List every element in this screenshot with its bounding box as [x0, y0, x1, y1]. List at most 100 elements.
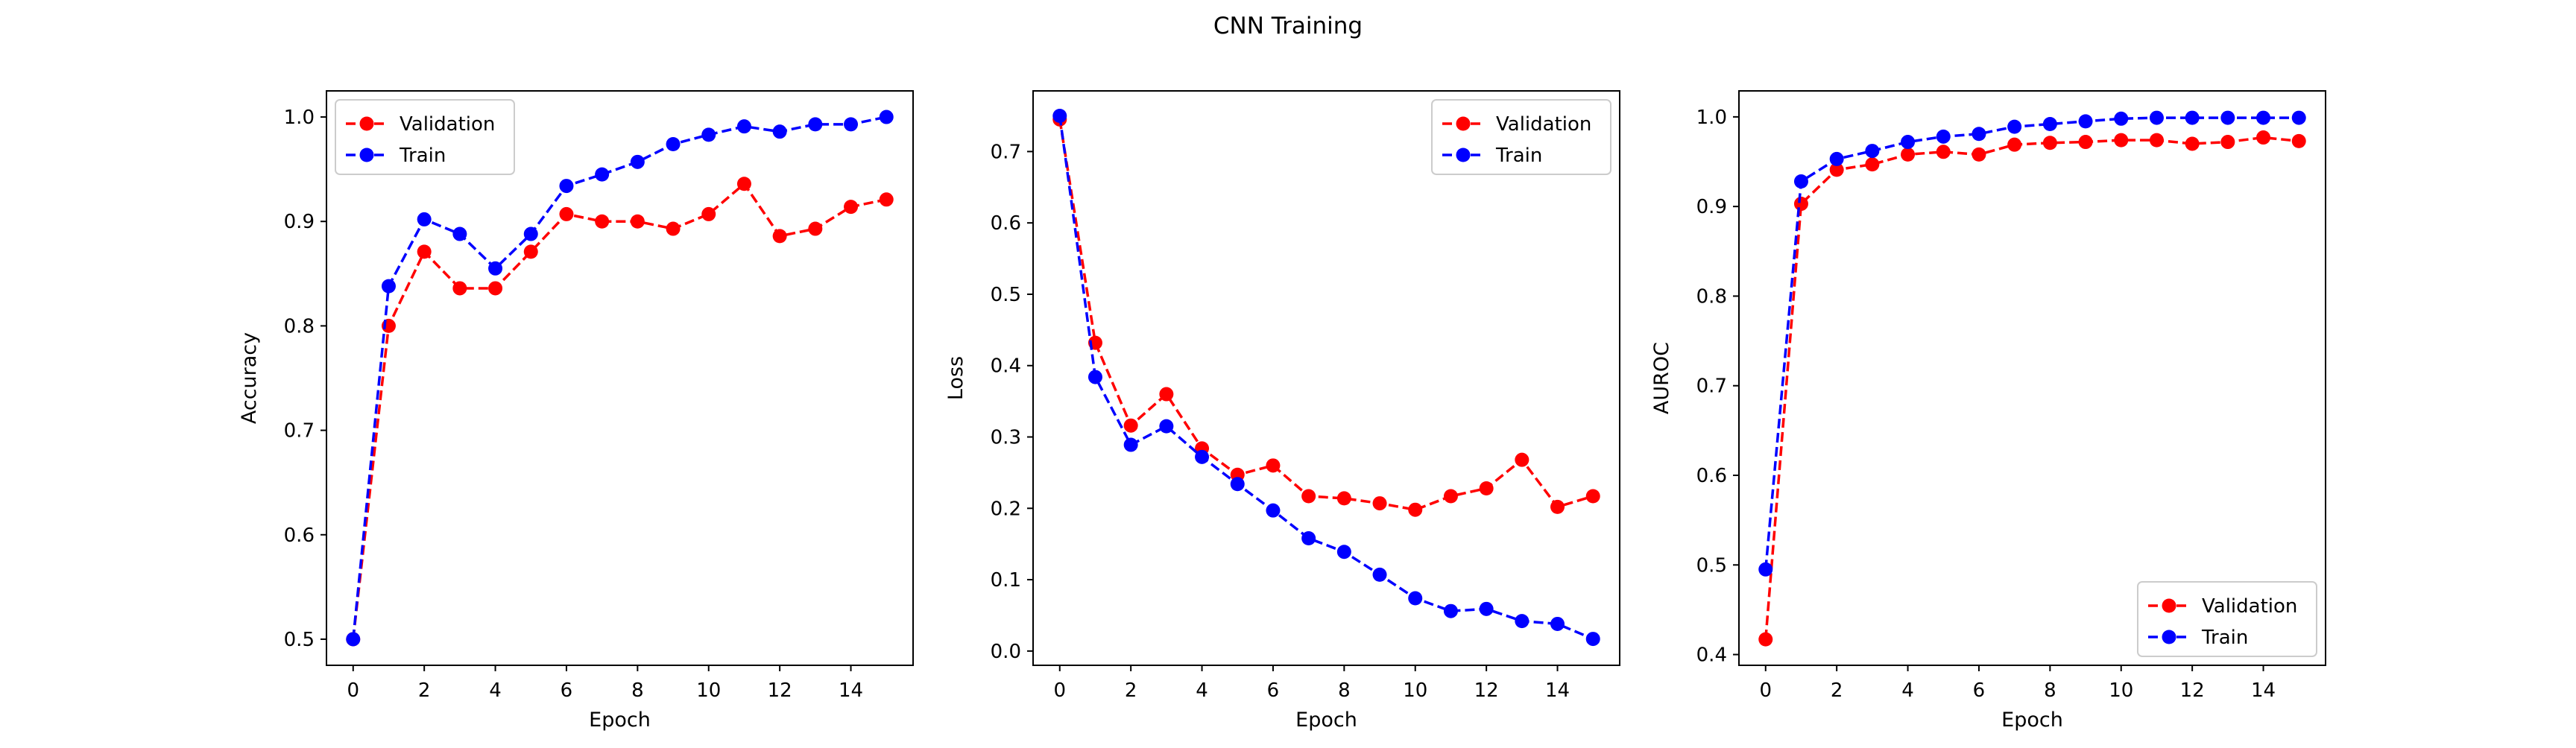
data-point-train	[1865, 144, 1880, 159]
data-point-train	[736, 119, 751, 134]
series-line-validation	[352, 182, 887, 640]
data-point-validation	[1443, 489, 1458, 504]
y-tick-label: 0.2	[991, 498, 1021, 520]
data-point-validation	[1585, 489, 1600, 504]
data-point-validation	[1266, 458, 1281, 473]
data-point-train	[1052, 109, 1067, 124]
data-point-validation	[1793, 197, 1808, 212]
legend: Validation Train	[335, 99, 515, 175]
y-tick-label: 0.8	[1696, 285, 1727, 308]
legend: Validation Train	[1431, 99, 1611, 175]
y-tick-label: 0.9	[1696, 196, 1727, 218]
data-point-validation	[2256, 130, 2271, 145]
y-tick-label: 0.1	[991, 569, 1021, 592]
x-tick-label: 6	[1973, 679, 1986, 702]
data-point-validation	[666, 221, 681, 236]
chart-panel-loss: 0 2 4 6 8 10 12 14 0.0 0.1 0.2 0.3 0.4 0.5 0.6 0.7 Epoch…	[944, 90, 1620, 732]
data-point-train	[488, 261, 503, 276]
legend-label: Train	[399, 145, 446, 167]
data-point-validation	[1972, 147, 1986, 162]
chart-panel-auroc: 0 2 4 6 8 10 12 14 0.4 0.5 0.6 0.7 0.8 0.9 1.0 Epoch AUR…	[1650, 90, 2326, 732]
data-point-train	[1336, 545, 1351, 560]
y-tick-label: 0.7	[991, 141, 1021, 163]
y-tick-label: 1.0	[1696, 107, 1727, 129]
data-point-validation	[1936, 145, 1951, 159]
data-point-validation	[1479, 481, 1494, 495]
x-tick-label: 12	[768, 679, 792, 702]
data-point-train	[2149, 110, 2164, 125]
data-point-validation	[595, 214, 610, 229]
data-point-validation	[2114, 133, 2129, 148]
data-point-train	[1301, 531, 1316, 546]
data-point-train	[523, 226, 538, 241]
data-point-train	[1372, 567, 1387, 582]
data-point-train	[1901, 135, 1916, 150]
data-point-validation	[417, 244, 432, 259]
x-tick-label: 10	[1403, 679, 1427, 702]
data-point-validation	[1123, 418, 1138, 433]
y-tick-label: 0.5	[284, 629, 315, 651]
x-tick-label: 8	[1338, 679, 1351, 702]
series-line-train	[1764, 116, 2299, 570]
series-line-train	[352, 115, 887, 640]
x-tick-label: 6	[1267, 679, 1280, 702]
data-point-validation	[2149, 133, 2164, 148]
data-point-train	[2007, 119, 2022, 134]
x-axis-label: Epoch	[1295, 709, 1357, 732]
data-point-validation	[2078, 135, 2093, 150]
legend: Validation Train	[2137, 581, 2317, 657]
y-tick-label: 0.6	[1696, 465, 1727, 487]
x-tick-label: 2	[1125, 679, 1137, 702]
data-point-train	[1550, 616, 1565, 631]
data-point-validation	[2220, 135, 2235, 150]
plot-frame	[1738, 90, 2326, 666]
data-point-validation	[1758, 632, 1773, 647]
y-axis-label: Loss	[944, 356, 967, 400]
x-tick-label: 8	[631, 679, 644, 702]
data-point-train	[452, 226, 467, 241]
y-tick-label: 0.3	[991, 427, 1021, 449]
data-point-validation	[1301, 489, 1316, 504]
data-point-train	[879, 110, 894, 124]
data-point-train	[559, 179, 574, 194]
data-point-validation	[2291, 133, 2306, 148]
x-tick-label: 0	[1759, 679, 1772, 702]
data-point-train	[2185, 110, 2200, 125]
data-point-train	[1123, 437, 1138, 452]
x-tick-label: 4	[1196, 679, 1208, 702]
data-point-train	[1585, 632, 1600, 647]
x-axis-label: Epoch	[589, 709, 651, 732]
data-point-train	[1195, 449, 1210, 464]
data-point-train	[2220, 110, 2235, 125]
x-tick-label: 14	[1545, 679, 1570, 702]
data-point-validation	[630, 214, 645, 229]
data-point-validation	[844, 200, 859, 215]
data-point-train	[844, 117, 859, 132]
x-tick-label: 2	[418, 679, 431, 702]
legend-marker-train	[1456, 148, 1471, 162]
y-tick-label: 0.6	[284, 524, 315, 547]
data-point-validation	[1408, 502, 1423, 517]
data-point-validation	[488, 281, 503, 296]
data-point-validation	[452, 281, 467, 296]
data-point-train	[666, 136, 681, 151]
data-point-train	[1443, 603, 1458, 618]
y-tick-label: 0.6	[991, 212, 1021, 235]
y-tick-label: 0.8	[284, 315, 315, 337]
data-point-validation	[736, 177, 751, 191]
data-point-validation	[1372, 496, 1387, 511]
data-point-train	[1793, 174, 1808, 188]
y-tick-label: 0.4	[991, 355, 1021, 378]
data-point-train	[1972, 127, 1986, 142]
data-point-train	[381, 279, 396, 294]
x-tick-label: 10	[2109, 679, 2133, 702]
series-line-validation	[1058, 119, 1594, 512]
x-tick-label: 6	[561, 679, 573, 702]
y-tick-label: 0.4	[1696, 644, 1727, 667]
data-point-validation	[2042, 136, 2057, 150]
data-point-train	[1159, 419, 1174, 434]
data-point-train	[2042, 117, 2057, 132]
x-tick-label: 12	[1474, 679, 1499, 702]
y-tick-label: 0.9	[284, 211, 315, 233]
